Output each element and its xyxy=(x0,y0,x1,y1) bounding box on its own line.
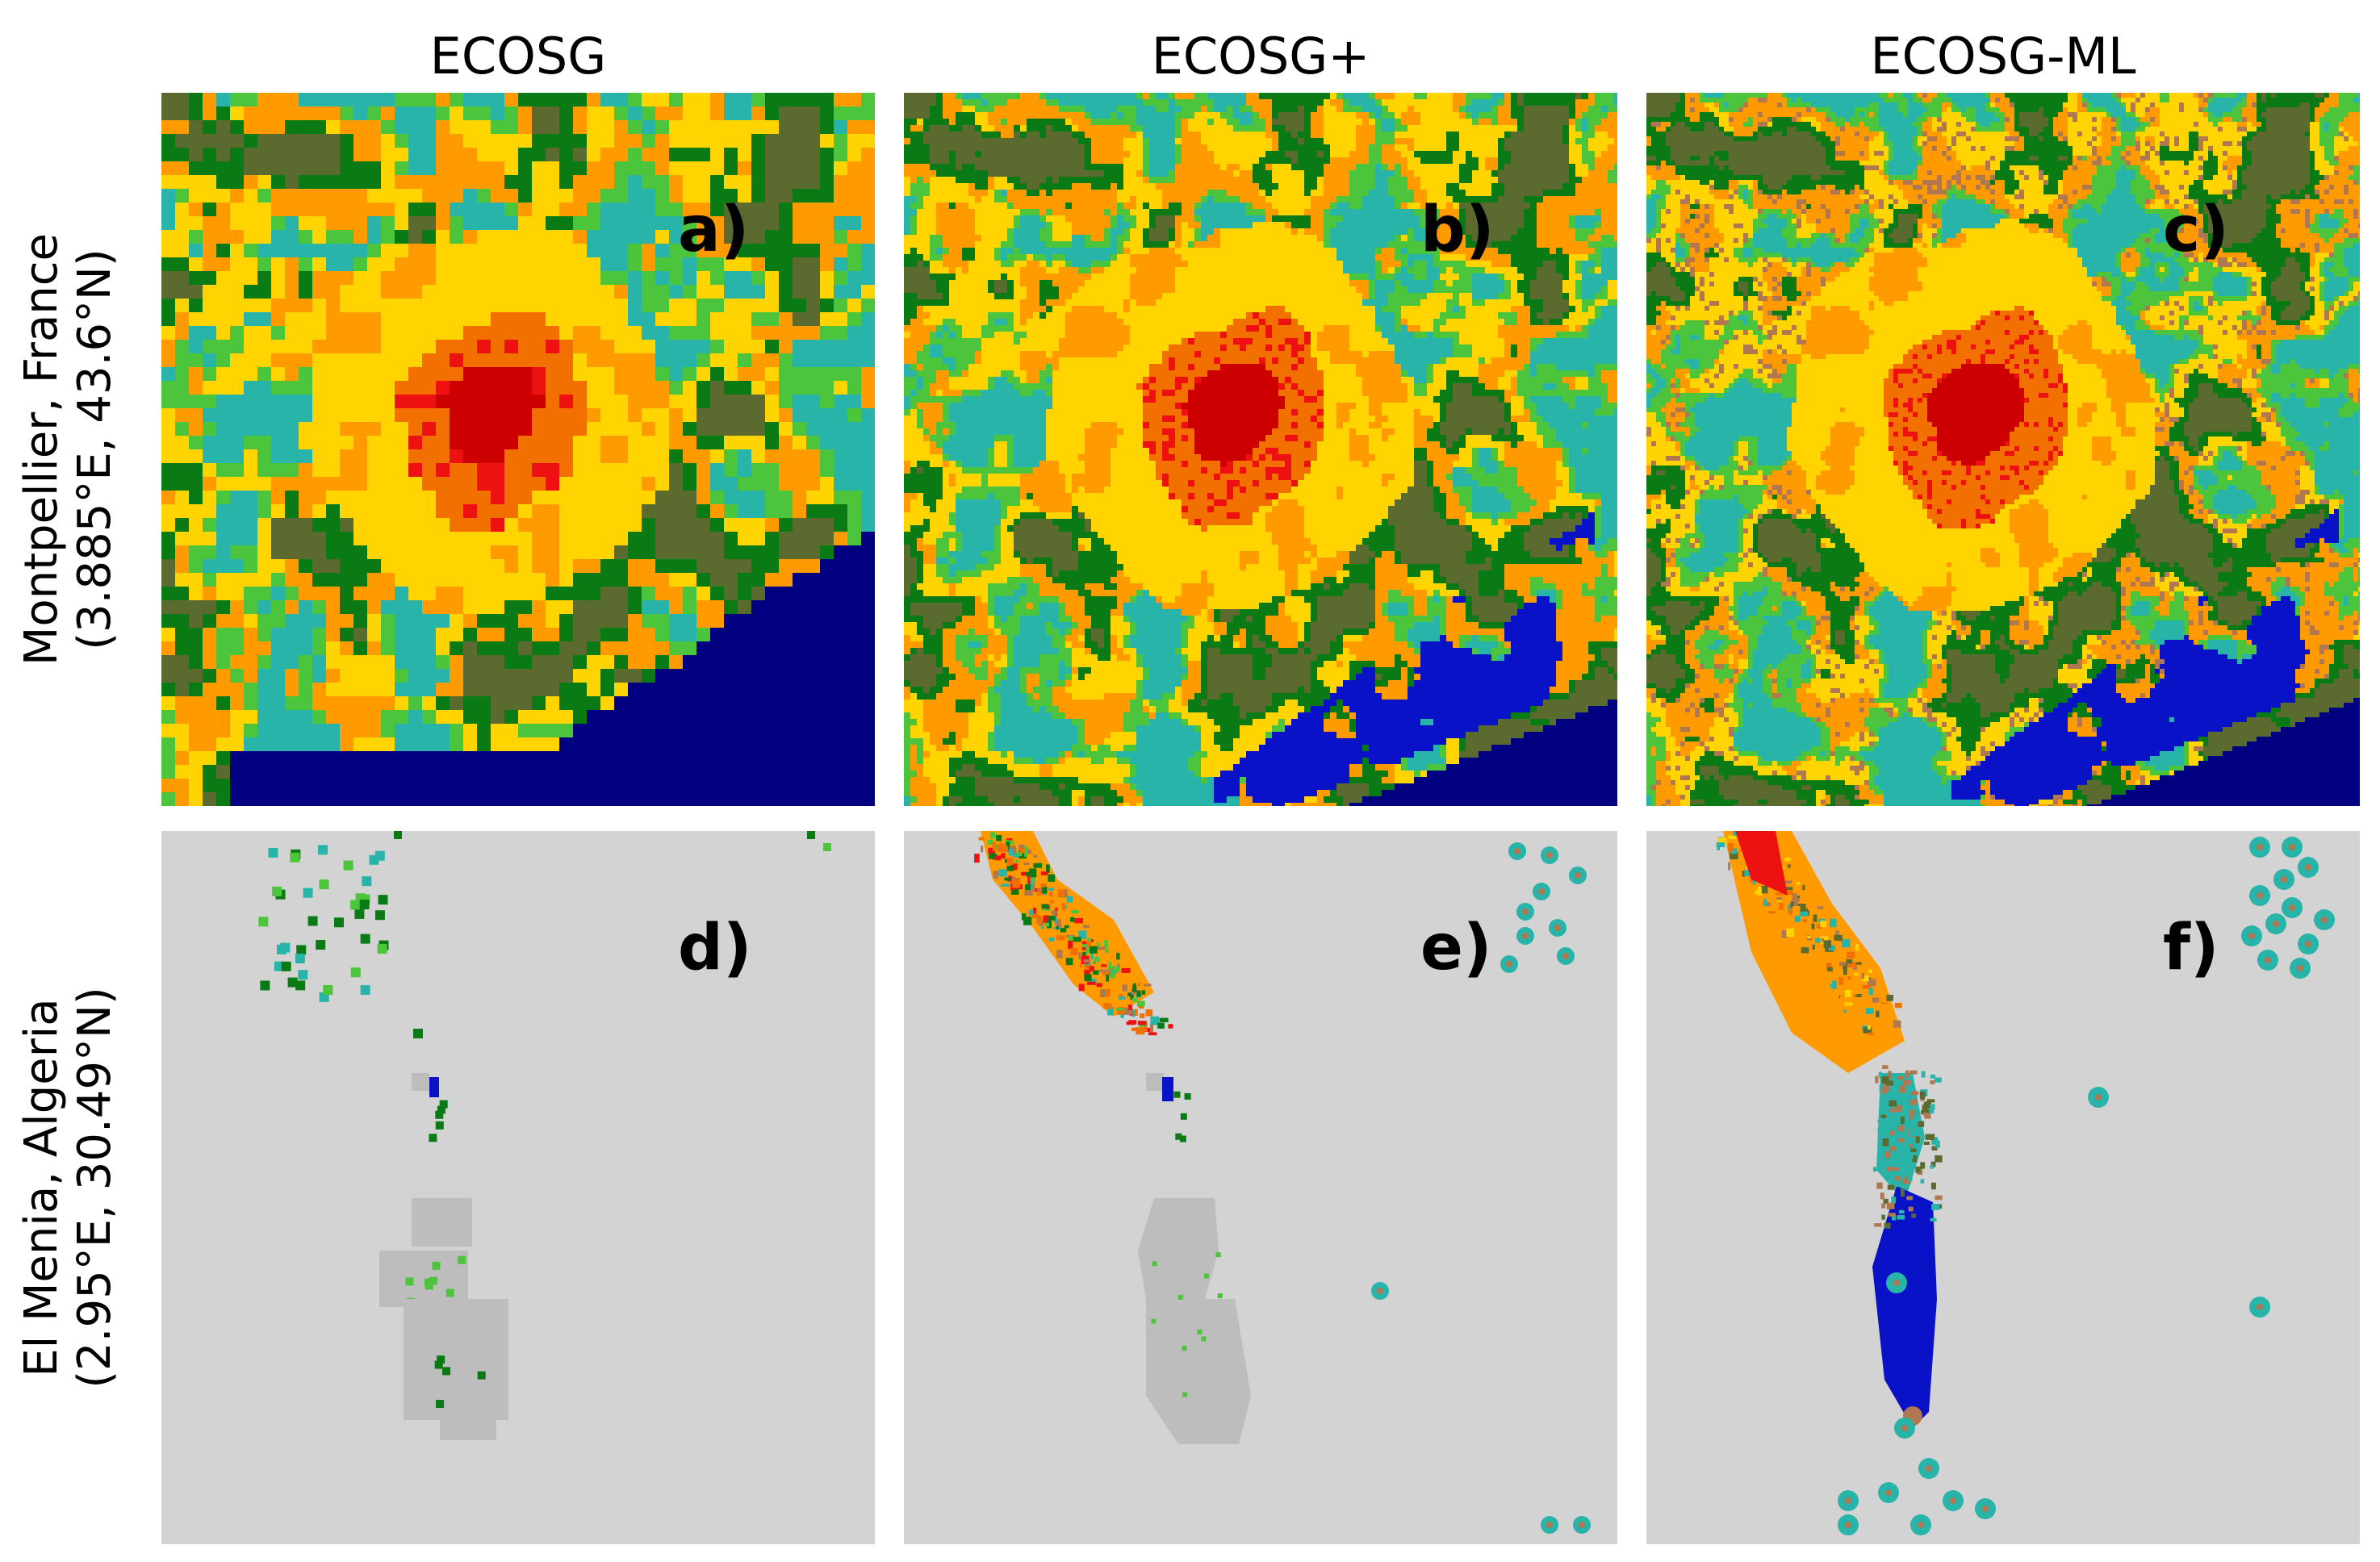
map-panel-d: d) xyxy=(161,831,875,1544)
row-label-montpellier: Montpellier, France (3.885°E, 43.6°N) xyxy=(0,93,137,806)
map-panel-f: f) xyxy=(1646,831,2360,1544)
map-panel-a: a) xyxy=(161,93,875,806)
map-panel-e: e) xyxy=(904,831,1617,1544)
column-title-ecosg-plus: ECOSG+ xyxy=(904,24,1617,89)
column-title-ecosg: ECOSG xyxy=(161,24,875,89)
panel-label-a: a) xyxy=(678,194,749,266)
row-label-el-menia-name: El Menia, Algeria xyxy=(15,987,69,1389)
map-panel-c-svg xyxy=(1646,93,2360,806)
panel-label-c: c) xyxy=(2163,194,2229,266)
panel-label-f: f) xyxy=(2163,912,2219,984)
map-panel-a-svg xyxy=(161,93,875,806)
row-label-el-menia: El Menia, Algeria (2.95°E, 30.49°N) xyxy=(0,831,137,1544)
row-label-montpellier-name: Montpellier, France xyxy=(15,233,69,666)
map-panel-f-svg xyxy=(1646,831,2360,1544)
map-panel-c: c) xyxy=(1646,93,2360,806)
column-title-ecosg-ml: ECOSG-ML xyxy=(1646,24,2360,89)
map-panel-b-svg xyxy=(904,93,1617,806)
row-label-el-menia-coords: (2.95°E, 30.49°N) xyxy=(69,987,122,1389)
map-panel-b: b) xyxy=(904,93,1617,806)
panel-label-b: b) xyxy=(1420,194,1494,266)
map-panel-e-svg xyxy=(904,831,1617,1544)
panel-label-d: d) xyxy=(678,912,751,984)
row-label-montpellier-coords: (3.885°E, 43.6°N) xyxy=(69,233,122,666)
panel-label-e: e) xyxy=(1420,912,1492,984)
map-panel-d-svg xyxy=(161,831,875,1544)
